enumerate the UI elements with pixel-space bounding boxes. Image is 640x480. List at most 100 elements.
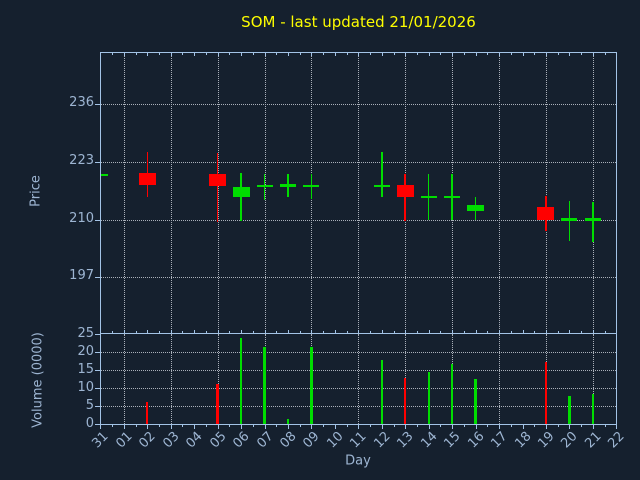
x-tick-mark — [170, 425, 172, 429]
x-minor-tick-mark-bottom — [604, 331, 606, 333]
x-tick-mark-bottom — [288, 330, 289, 333]
x-tick-mark-bottom — [358, 330, 360, 333]
candle-doji-bar — [373, 184, 390, 188]
x-tick-mark-top — [569, 53, 571, 56]
x-minor-tick-mark-top — [510, 53, 512, 55]
x-tick-label: 04 — [183, 429, 206, 452]
x-tick-mark-bottom — [170, 330, 172, 333]
x-minor-tick-mark-top — [252, 53, 254, 55]
x-tick-mark-top — [334, 53, 336, 56]
x-tick-mark-bottom — [499, 330, 501, 333]
x-minor-tick-mark — [463, 425, 465, 427]
price-tick-label: 197 — [69, 268, 94, 284]
volume-bar — [263, 346, 266, 424]
price-tick-label: 236 — [69, 95, 94, 111]
price-tick-mark — [95, 219, 100, 221]
volume-bar — [404, 377, 407, 424]
x-tick-mark — [545, 425, 547, 429]
x-tick-mark — [264, 425, 266, 429]
x-tick-mark — [522, 425, 524, 429]
x-minor-tick-mark-top — [346, 53, 348, 55]
volume-bar — [286, 418, 290, 424]
x-tick-mark-bottom — [381, 330, 383, 333]
x-tick-mark-top — [241, 53, 243, 56]
vertical-gridline — [499, 53, 501, 333]
volume-tick-mark — [95, 352, 100, 353]
candle-wick — [568, 200, 571, 242]
candle-doji-bar — [584, 218, 601, 221]
x-tick-mark-bottom — [311, 330, 313, 333]
x-tick-mark-bottom — [194, 330, 196, 333]
candle-doji-bar — [561, 218, 578, 221]
x-tick-mark-bottom — [405, 330, 407, 333]
price-tick-label: 210 — [69, 210, 94, 226]
x-minor-tick-mark — [370, 425, 372, 427]
vertical-gridline — [592, 53, 594, 333]
vertical-gridline — [170, 53, 172, 333]
x-tick-mark-bottom — [241, 330, 243, 333]
x-minor-tick-mark — [534, 425, 536, 427]
candle-doji-bar — [256, 184, 273, 188]
volume-tick-mark — [95, 370, 100, 371]
x-minor-tick-mark-bottom — [463, 331, 465, 333]
x-tick-label: 13 — [394, 429, 417, 452]
x-tick-mark — [405, 425, 407, 429]
x-tick-mark-bottom — [616, 330, 617, 333]
x-minor-tick-mark-bottom — [393, 331, 395, 333]
volume-tick-label: 5 — [85, 398, 94, 413]
x-minor-tick-mark-top — [135, 53, 137, 55]
x-minor-tick-mark-bottom — [581, 331, 583, 333]
x-minor-tick-mark — [135, 425, 137, 427]
horizontal-gridline — [101, 388, 616, 389]
x-tick-label: 17 — [488, 429, 511, 452]
x-tick-mark — [100, 425, 102, 429]
x-minor-tick-mark — [252, 425, 254, 427]
x-minor-tick-mark — [205, 425, 207, 427]
x-minor-tick-mark — [581, 425, 583, 427]
x-minor-tick-mark — [229, 425, 231, 427]
volume-tick-label: 10 — [77, 380, 94, 395]
x-tick-mark-bottom — [334, 330, 336, 333]
x-minor-tick-mark-bottom — [323, 331, 325, 333]
x-minor-tick-mark-bottom — [299, 331, 301, 333]
x-tick-mark-top — [358, 53, 360, 56]
x-minor-tick-mark-top — [557, 53, 559, 55]
x-tick-mark-top — [194, 53, 196, 56]
x-minor-tick-mark — [510, 425, 512, 427]
x-minor-tick-mark-top — [276, 53, 278, 55]
x-tick-mark-top — [616, 53, 617, 56]
volume-bar — [568, 395, 571, 424]
volume-tick-mark — [95, 406, 100, 407]
x-minor-tick-mark-top — [487, 53, 489, 55]
candle-wick — [404, 173, 407, 221]
x-tick-mark-bottom — [569, 330, 571, 333]
x-tick-mark — [452, 425, 454, 429]
candle-doji-bar — [303, 184, 320, 188]
x-tick-mark-top — [147, 53, 149, 56]
x-tick-mark — [217, 425, 219, 429]
x-tick-mark-top — [545, 53, 547, 56]
x-tick-mark-bottom — [545, 330, 547, 333]
x-tick-mark — [499, 425, 501, 429]
price-tick-mark — [95, 161, 100, 163]
x-axis-label: Day — [345, 453, 371, 469]
vertical-gridline — [545, 53, 547, 333]
x-minor-tick-mark — [604, 425, 606, 427]
x-minor-tick-mark-top — [463, 53, 465, 55]
x-minor-tick-mark — [440, 425, 442, 427]
volume-tick-label: 20 — [77, 344, 94, 359]
price-tick-label: 223 — [69, 152, 94, 168]
volume-bar — [380, 359, 383, 424]
x-tick-mark — [194, 425, 196, 429]
volume-panel — [100, 334, 617, 425]
horizontal-gridline — [101, 370, 616, 371]
x-minor-tick-mark-bottom — [182, 331, 184, 333]
x-minor-tick-mark-top — [393, 53, 395, 55]
x-tick-mark-top — [475, 53, 477, 56]
candle-wick — [216, 152, 219, 222]
horizontal-gridline — [101, 104, 616, 106]
volume-bar — [544, 362, 548, 424]
x-tick-label: 15 — [441, 429, 464, 452]
volume-tick-label: 0 — [85, 416, 94, 431]
horizontal-gridline — [101, 277, 616, 279]
